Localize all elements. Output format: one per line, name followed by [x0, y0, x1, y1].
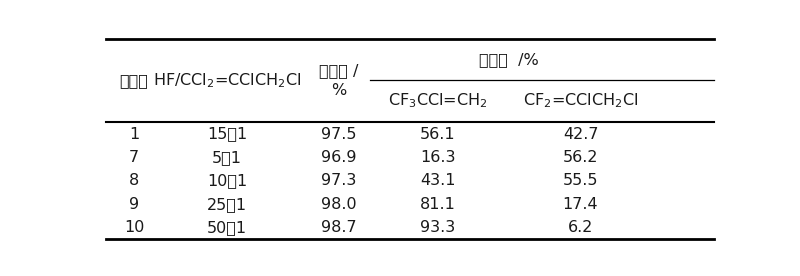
- Text: 10：1: 10：1: [207, 173, 247, 188]
- Text: 16.3: 16.3: [420, 150, 456, 165]
- Text: 43.1: 43.1: [420, 173, 456, 188]
- Text: 96.9: 96.9: [321, 150, 357, 165]
- Text: 实施例: 实施例: [120, 73, 149, 88]
- Text: 10: 10: [124, 220, 144, 235]
- Text: 15：1: 15：1: [207, 127, 247, 142]
- Text: 81.1: 81.1: [420, 197, 456, 212]
- Text: 转化率 /
%: 转化率 / %: [319, 63, 358, 98]
- Text: 9: 9: [129, 197, 139, 212]
- Text: 5：1: 5：1: [212, 150, 242, 165]
- Text: 17.4: 17.4: [562, 197, 598, 212]
- Text: 25：1: 25：1: [207, 197, 247, 212]
- Text: 8: 8: [129, 173, 139, 188]
- Text: CF$_2$=CClCH$_2$Cl: CF$_2$=CClCH$_2$Cl: [522, 92, 638, 110]
- Text: 6.2: 6.2: [568, 220, 593, 235]
- Text: HF/CCl$_2$=CClCH$_2$Cl: HF/CCl$_2$=CClCH$_2$Cl: [153, 71, 302, 90]
- Text: 97.3: 97.3: [321, 173, 356, 188]
- Text: 56.2: 56.2: [562, 150, 598, 165]
- Text: 98.0: 98.0: [321, 197, 357, 212]
- Text: 56.1: 56.1: [420, 127, 456, 142]
- Text: 7: 7: [129, 150, 139, 165]
- Text: CF$_3$CCl=CH$_2$: CF$_3$CCl=CH$_2$: [388, 92, 488, 110]
- Text: 97.5: 97.5: [321, 127, 357, 142]
- Text: 98.7: 98.7: [321, 220, 357, 235]
- Text: 选择性  /%: 选择性 /%: [479, 52, 539, 67]
- Text: 55.5: 55.5: [562, 173, 598, 188]
- Text: 42.7: 42.7: [562, 127, 598, 142]
- Text: 50：1: 50：1: [207, 220, 247, 235]
- Text: 1: 1: [129, 127, 139, 142]
- Text: 93.3: 93.3: [420, 220, 455, 235]
